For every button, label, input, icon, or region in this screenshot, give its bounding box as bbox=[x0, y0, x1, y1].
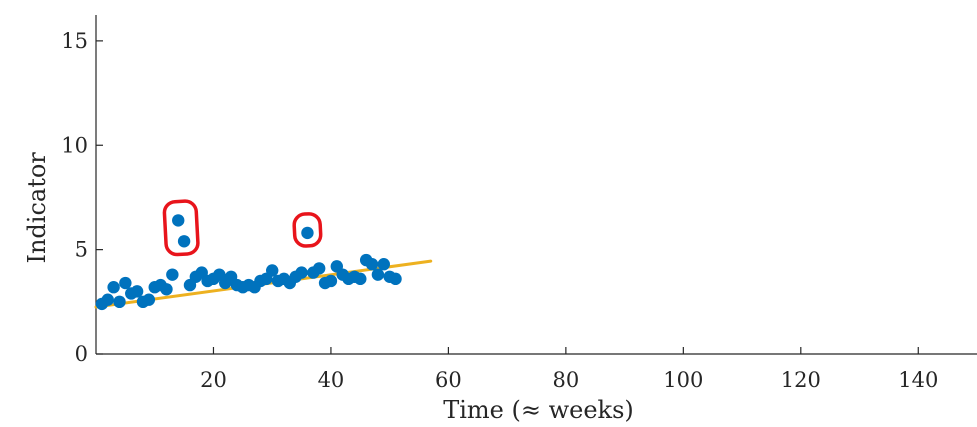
data-point bbox=[295, 266, 308, 279]
data-point bbox=[166, 268, 179, 281]
data-point bbox=[130, 285, 144, 298]
y-tick-label: 10 bbox=[61, 133, 88, 157]
data-point bbox=[365, 258, 379, 271]
outlier-circle bbox=[292, 212, 323, 248]
x-axis-ticks: 20 40 60 80 100 120 140 bbox=[200, 347, 938, 392]
plot-area: 20 40 60 80 100 120 140 0 5 10 15 bbox=[61, 15, 977, 392]
outlier-annotations bbox=[162, 199, 323, 257]
x-tick-label: 80 bbox=[552, 368, 579, 392]
x-tick-label: 20 bbox=[200, 368, 227, 392]
y-tick-label: 0 bbox=[75, 342, 88, 366]
data-points bbox=[95, 214, 402, 311]
x-axis-label: Time (≈ weeks) bbox=[443, 396, 634, 424]
x-tick-label: 60 bbox=[435, 368, 462, 392]
x-tick-label: 120 bbox=[781, 368, 821, 392]
y-axis-label: Indicator bbox=[23, 152, 51, 264]
x-tick-label: 140 bbox=[898, 368, 938, 392]
outlier-circle bbox=[162, 199, 200, 257]
data-point bbox=[371, 268, 385, 281]
y-tick-label: 5 bbox=[75, 238, 88, 262]
data-point bbox=[119, 276, 132, 290]
x-tick-label: 40 bbox=[318, 368, 345, 392]
data-point bbox=[266, 264, 279, 277]
data-point bbox=[142, 293, 156, 306]
data-point bbox=[113, 295, 126, 309]
data-point bbox=[324, 274, 338, 288]
data-point bbox=[172, 214, 185, 227]
data-point bbox=[354, 272, 367, 286]
data-point bbox=[312, 262, 326, 275]
data-point bbox=[301, 226, 314, 240]
data-point bbox=[377, 258, 390, 271]
x-tick-label: 100 bbox=[663, 368, 703, 392]
data-point bbox=[107, 281, 120, 294]
data-point bbox=[389, 272, 402, 286]
data-point bbox=[177, 235, 191, 248]
data-point bbox=[160, 283, 173, 296]
y-tick-label: 15 bbox=[61, 29, 88, 53]
y-axis-ticks: 0 5 10 15 bbox=[61, 29, 103, 366]
data-point bbox=[101, 293, 114, 306]
